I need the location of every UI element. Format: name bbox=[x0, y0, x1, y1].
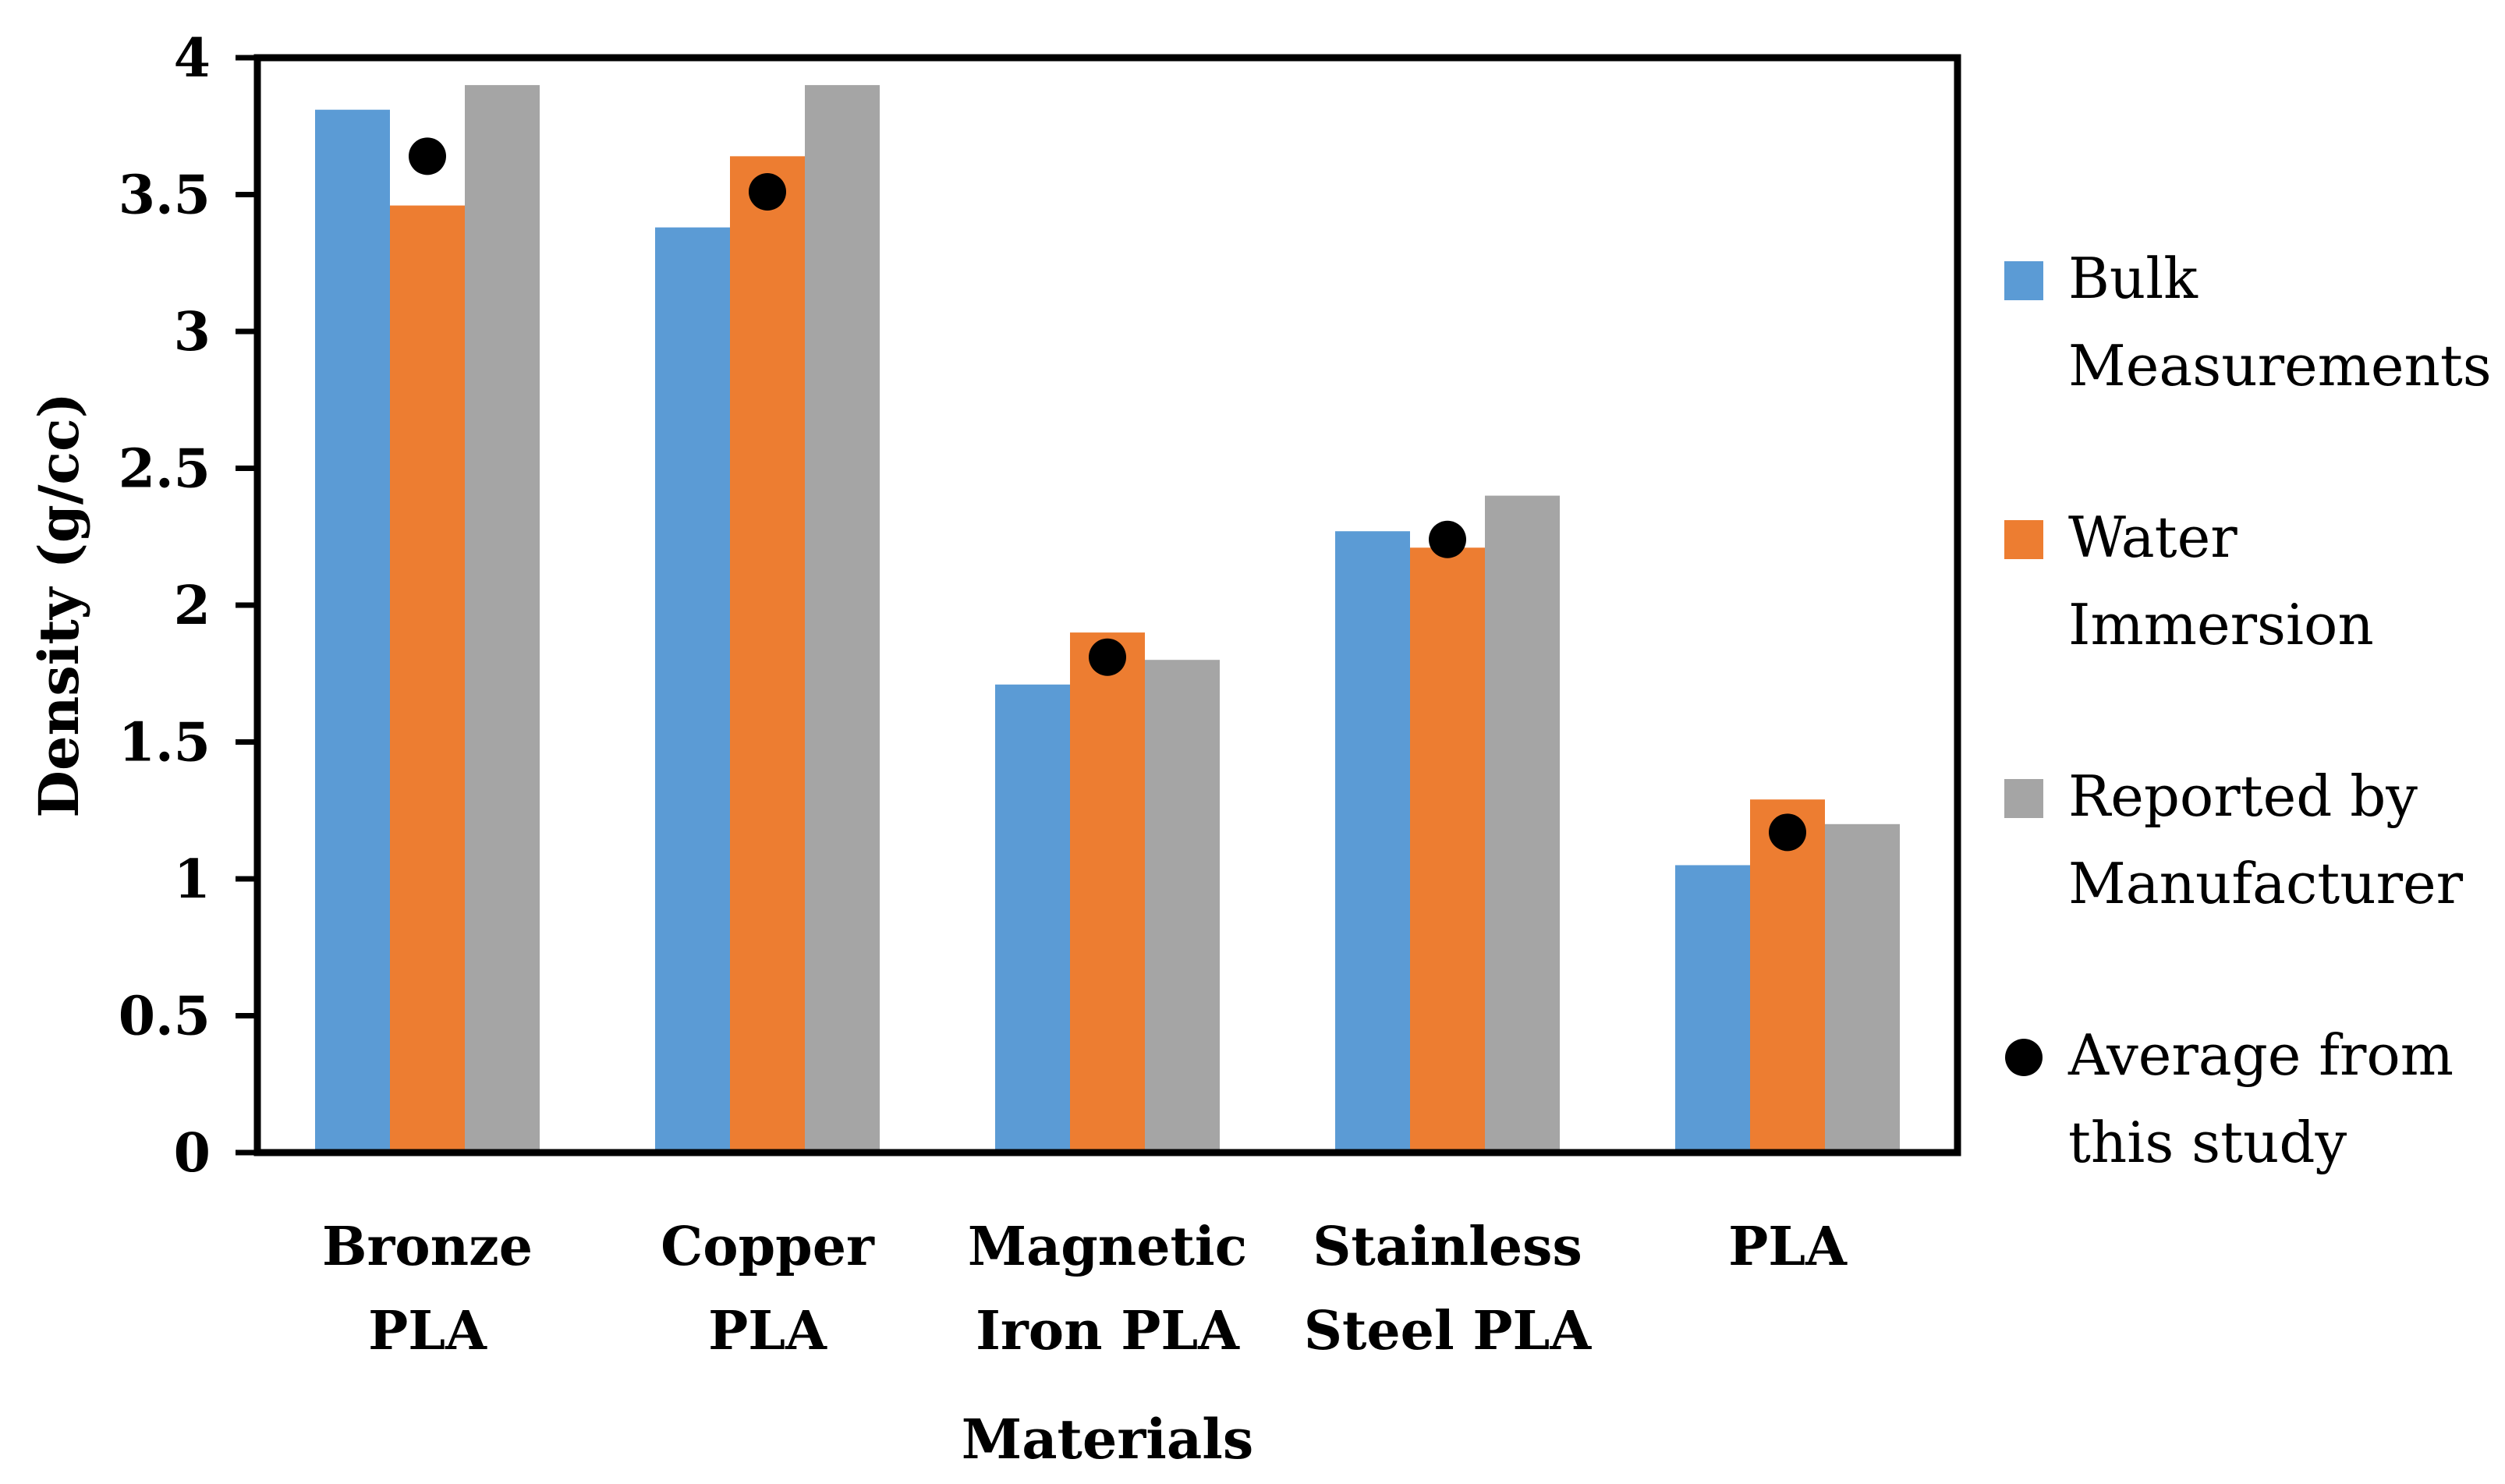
legend-swatch bbox=[2004, 261, 2043, 300]
x-category-label: Bronze bbox=[322, 1216, 533, 1278]
x-category-label: Stainless bbox=[1313, 1216, 1582, 1278]
y-tick-label: 0.5 bbox=[119, 986, 211, 1048]
x-category-label: PLA bbox=[1728, 1216, 1848, 1278]
average-point bbox=[1089, 638, 1126, 676]
x-category-label: Copper bbox=[661, 1216, 875, 1278]
x-axis-category-labels: Bronze PLA Copper PLA Magnetic Iron PLA Stainl… bbox=[322, 1216, 1848, 1362]
average-point bbox=[1429, 520, 1466, 558]
y-tick-label: 3.5 bbox=[119, 165, 211, 227]
legend-swatch bbox=[2004, 520, 2043, 559]
bars-layer bbox=[315, 85, 1900, 1153]
x-category-label: Magnetic bbox=[968, 1216, 1247, 1278]
bar-bulk-measurements bbox=[315, 109, 390, 1153]
x-category-label: PLA bbox=[708, 1300, 827, 1362]
y-axis-title: Density (g/cc) bbox=[27, 392, 91, 818]
legend-label: Average from bbox=[2067, 1022, 2454, 1088]
bar-water-immersion bbox=[730, 156, 805, 1153]
bar-reported-by-manufacturer bbox=[1825, 823, 1900, 1153]
bar-water-immersion bbox=[1070, 632, 1145, 1153]
legend-label: Water bbox=[2068, 505, 2237, 570]
bar-reported-by-manufacturer bbox=[1485, 495, 1560, 1153]
average-point bbox=[1769, 813, 1806, 852]
y-axis-ticks: 0 0.5 1 1.5 2 2.5 3 3.5 4 bbox=[119, 27, 257, 1185]
y-tick-label: 2 bbox=[174, 575, 211, 637]
bar-water-immersion bbox=[1410, 547, 1485, 1153]
legend-label: Immersion bbox=[2068, 592, 2374, 657]
y-tick-label: 2.5 bbox=[119, 438, 211, 501]
legend-swatch bbox=[2004, 779, 2043, 818]
bar-bulk-measurements bbox=[655, 227, 730, 1153]
x-category-label: Iron PLA bbox=[976, 1300, 1240, 1362]
legend-label: Reported by bbox=[2068, 763, 2418, 829]
y-tick-label: 0 bbox=[174, 1122, 211, 1185]
bar-reported-by-manufacturer bbox=[465, 85, 540, 1153]
bar-water-immersion bbox=[390, 205, 465, 1153]
y-tick-label: 4 bbox=[174, 27, 211, 90]
y-tick-label: 1.5 bbox=[119, 712, 211, 774]
x-category-label: Steel PLA bbox=[1304, 1300, 1592, 1362]
bar-water-immersion bbox=[1750, 799, 1825, 1153]
bar-bulk-measurements bbox=[1675, 865, 1750, 1153]
points-layer bbox=[409, 137, 1806, 852]
legend-label: Manufacturer bbox=[2068, 851, 2464, 916]
bar-reported-by-manufacturer bbox=[1145, 660, 1220, 1153]
bar-bulk-measurements bbox=[995, 684, 1070, 1153]
average-point bbox=[409, 137, 446, 175]
legend-label: this study bbox=[2068, 1110, 2347, 1175]
x-axis-title: Materials bbox=[962, 1407, 1254, 1472]
x-category-label: PLA bbox=[368, 1300, 487, 1362]
bar-reported-by-manufacturer bbox=[805, 85, 880, 1153]
legend-label: Measurements bbox=[2068, 333, 2492, 398]
legend-point-marker bbox=[2005, 1039, 2043, 1076]
y-tick-label: 1 bbox=[174, 848, 211, 911]
legend-label: Bulk bbox=[2068, 246, 2199, 311]
average-point bbox=[749, 172, 786, 211]
bar-bulk-measurements bbox=[1335, 531, 1410, 1153]
y-tick-label: 3 bbox=[174, 301, 211, 363]
legend: Bulk Measurements Water Immersion Reported b… bbox=[2004, 246, 2492, 1175]
